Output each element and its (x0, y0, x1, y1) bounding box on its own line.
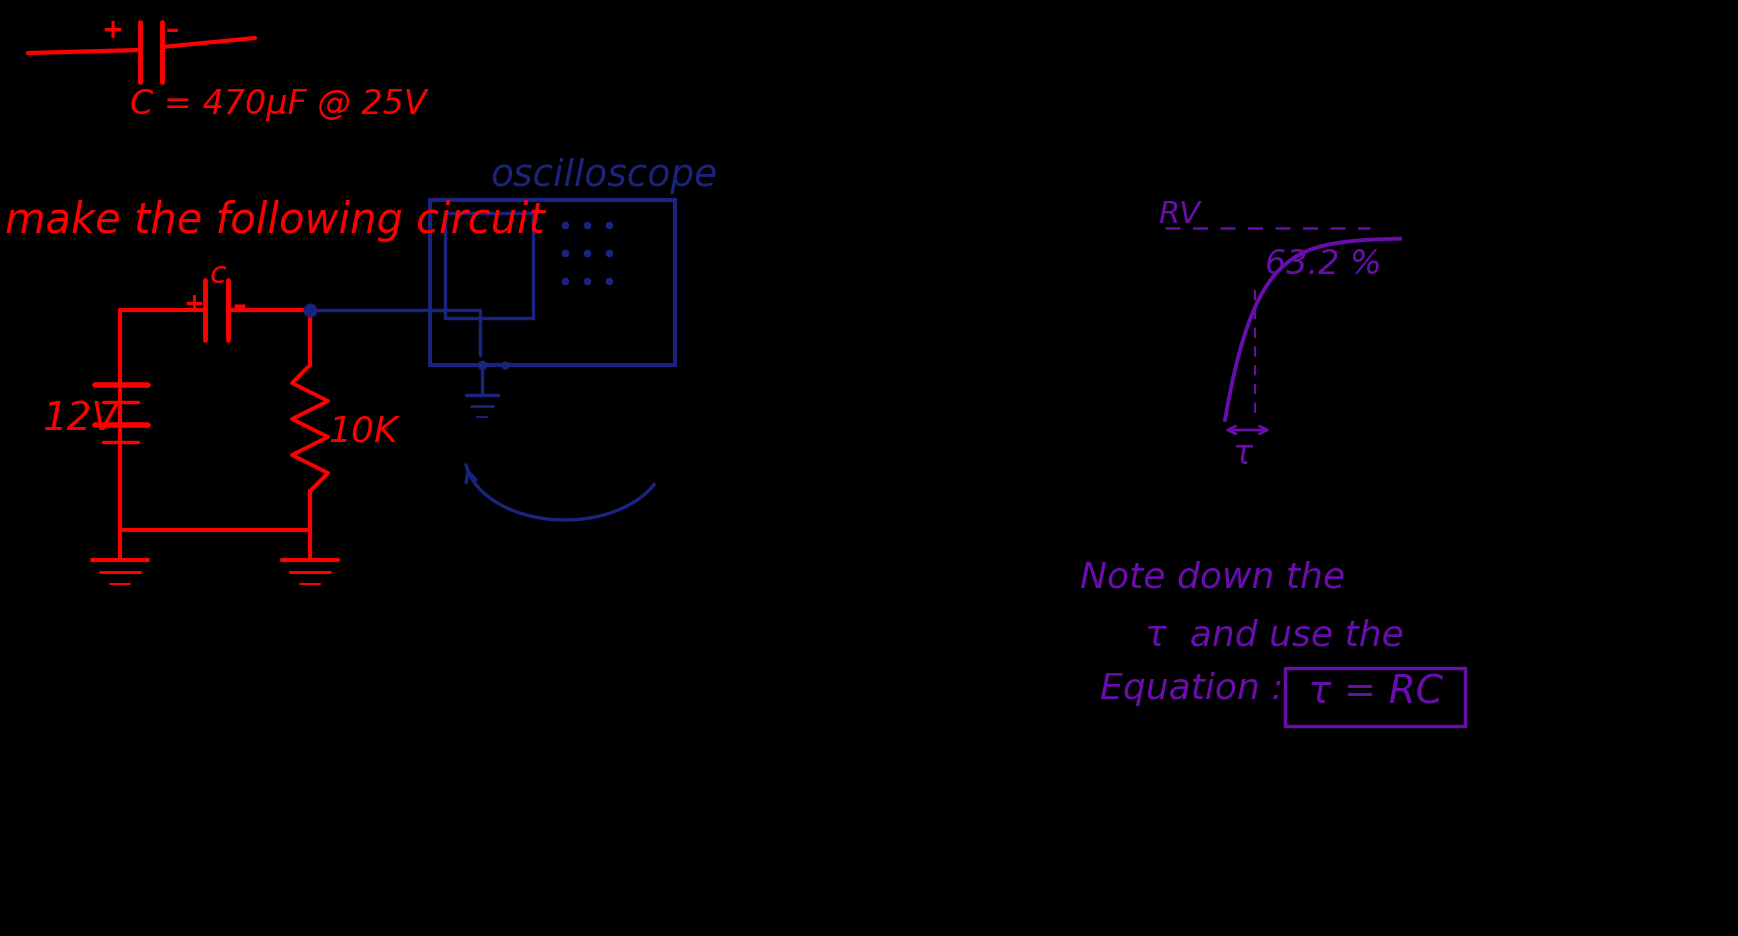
Bar (445, 213, 534, 318)
Text: τ = RC: τ = RC (1307, 674, 1443, 712)
Text: 10K: 10K (328, 415, 398, 449)
Bar (429, 200, 674, 365)
Text: make the following circuit: make the following circuit (5, 200, 546, 242)
Text: +: + (182, 292, 203, 316)
Text: oscilloscope: oscilloscope (490, 158, 718, 194)
Text: τ  and use the: τ and use the (1145, 618, 1404, 652)
Text: c: c (210, 260, 226, 289)
Text: Note down the: Note down the (1079, 560, 1345, 594)
Text: –: – (231, 292, 245, 320)
Text: τ: τ (1232, 438, 1251, 471)
Text: C = 470µF @ 25V: C = 470µF @ 25V (130, 88, 428, 121)
Text: RV: RV (1158, 200, 1201, 229)
Text: +: + (101, 18, 123, 44)
Text: 63.2 %: 63.2 % (1265, 248, 1382, 281)
Text: 12V: 12V (42, 400, 118, 438)
Text: Equation :: Equation : (1100, 672, 1283, 706)
Bar (1284, 668, 1465, 726)
Text: –: – (165, 18, 179, 44)
